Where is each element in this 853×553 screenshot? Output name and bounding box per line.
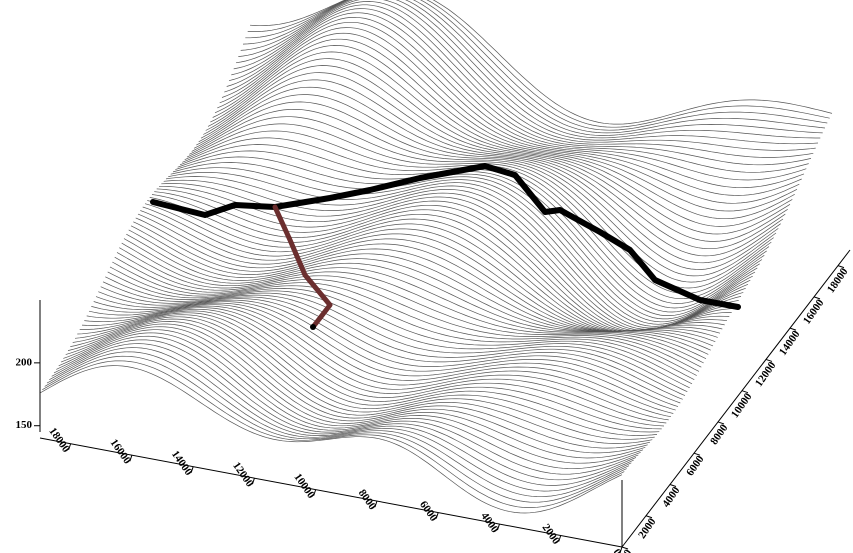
z-tick-label: 150 xyxy=(16,419,33,431)
y-tick-label: 6000 xyxy=(684,453,707,478)
z-tick-label: 200 xyxy=(16,356,33,368)
y-tick-label: 10000 xyxy=(729,391,755,421)
y-tick-label: 18000 xyxy=(825,266,851,296)
track-end xyxy=(310,324,316,330)
surface xyxy=(40,0,832,547)
y-tick-label: 14000 xyxy=(777,328,803,358)
y-tick-label: 0 xyxy=(622,547,635,553)
chart: 0200040006000800010000120001400016000180… xyxy=(0,0,853,553)
y-tick-label: 12000 xyxy=(753,359,779,389)
y-tick-label: 8000 xyxy=(708,422,731,447)
y-tick-label: 16000 xyxy=(801,297,827,327)
